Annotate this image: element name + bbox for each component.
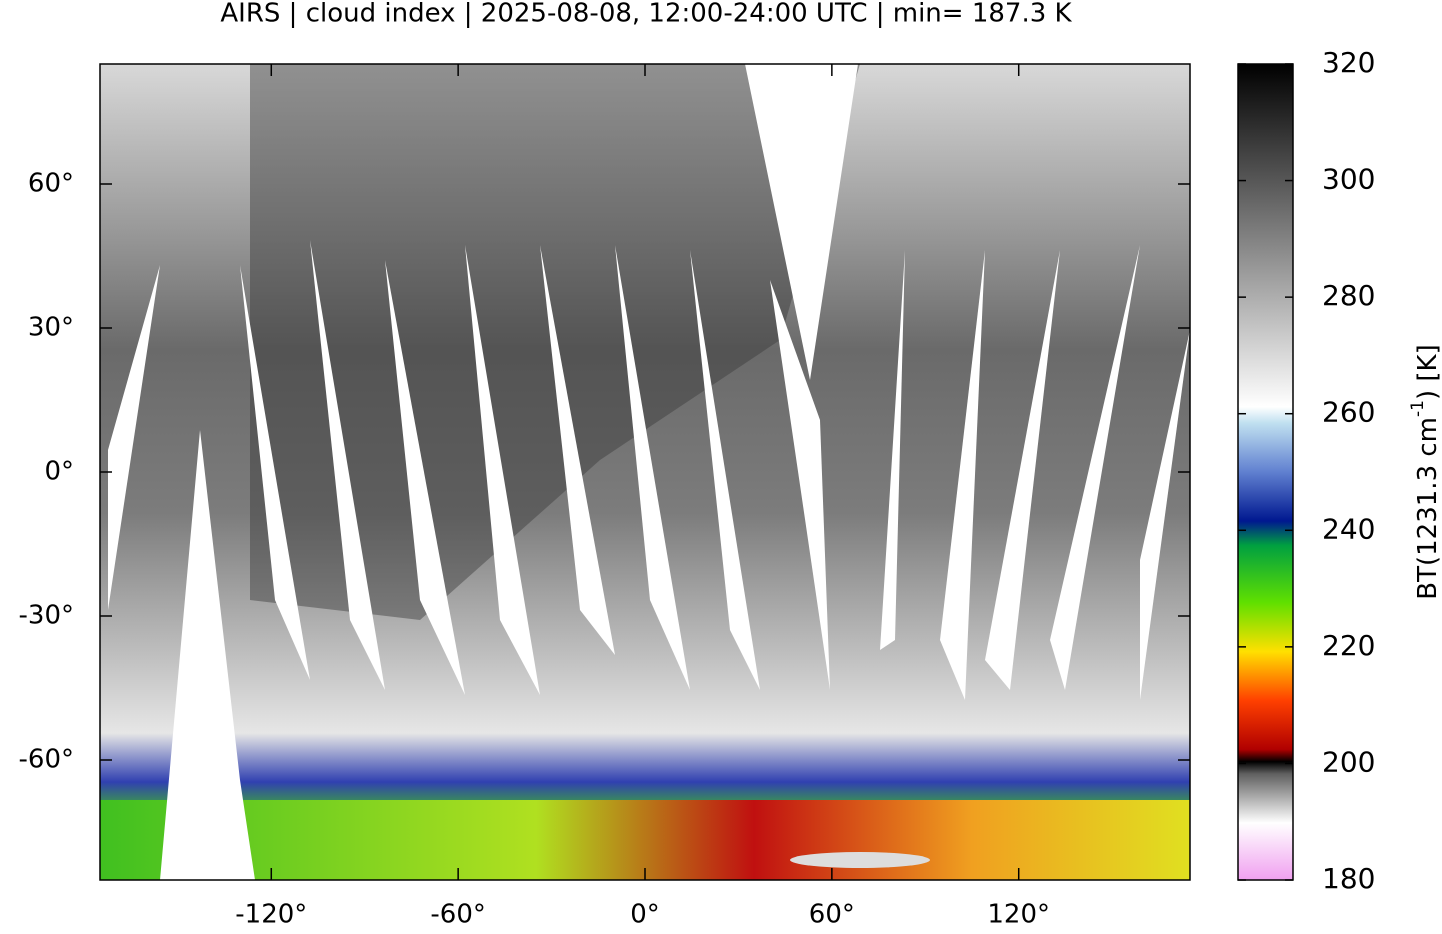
map-image — [100, 64, 1190, 880]
x-tick-label: 120° — [987, 900, 1050, 930]
colorbar-label-unit: ) [K] — [1413, 344, 1442, 400]
x-tick-label: 60° — [809, 900, 855, 930]
colorbar-tick-label: 180 — [1322, 862, 1375, 895]
colorbar-tick-label: 300 — [1322, 163, 1375, 196]
colorbar — [1238, 64, 1293, 880]
title: AIRS | cloud index | 2025-08-08, 12:00-2… — [220, 0, 1072, 29]
y-tick-label: 30° — [28, 313, 74, 343]
colorbar-tick-label: 220 — [1322, 629, 1375, 662]
y-tick-label: -60° — [19, 745, 74, 775]
y-tick-label: 60° — [28, 169, 74, 199]
colorbar-label: BT(1231.3 cm-1) [K] — [1408, 344, 1442, 599]
colorbar-tick-label: 280 — [1322, 279, 1375, 312]
x-tick-label: -120° — [235, 900, 307, 930]
colorbar-label-text: BT(1231.3 cm — [1413, 417, 1442, 600]
y-tick-label: -30° — [19, 601, 74, 631]
x-tick-label: 0° — [630, 900, 660, 930]
colorbar-label-superscript: -1 — [1408, 400, 1428, 417]
colorbar-tick-label: 260 — [1322, 396, 1375, 429]
x-tick-label: -60° — [430, 900, 485, 930]
y-tick-label: 0° — [44, 457, 74, 487]
colorbar-tick-label: 320 — [1322, 46, 1375, 79]
colorbar-tick-label: 200 — [1322, 745, 1375, 778]
colorbar-tick-label: 240 — [1322, 512, 1375, 545]
